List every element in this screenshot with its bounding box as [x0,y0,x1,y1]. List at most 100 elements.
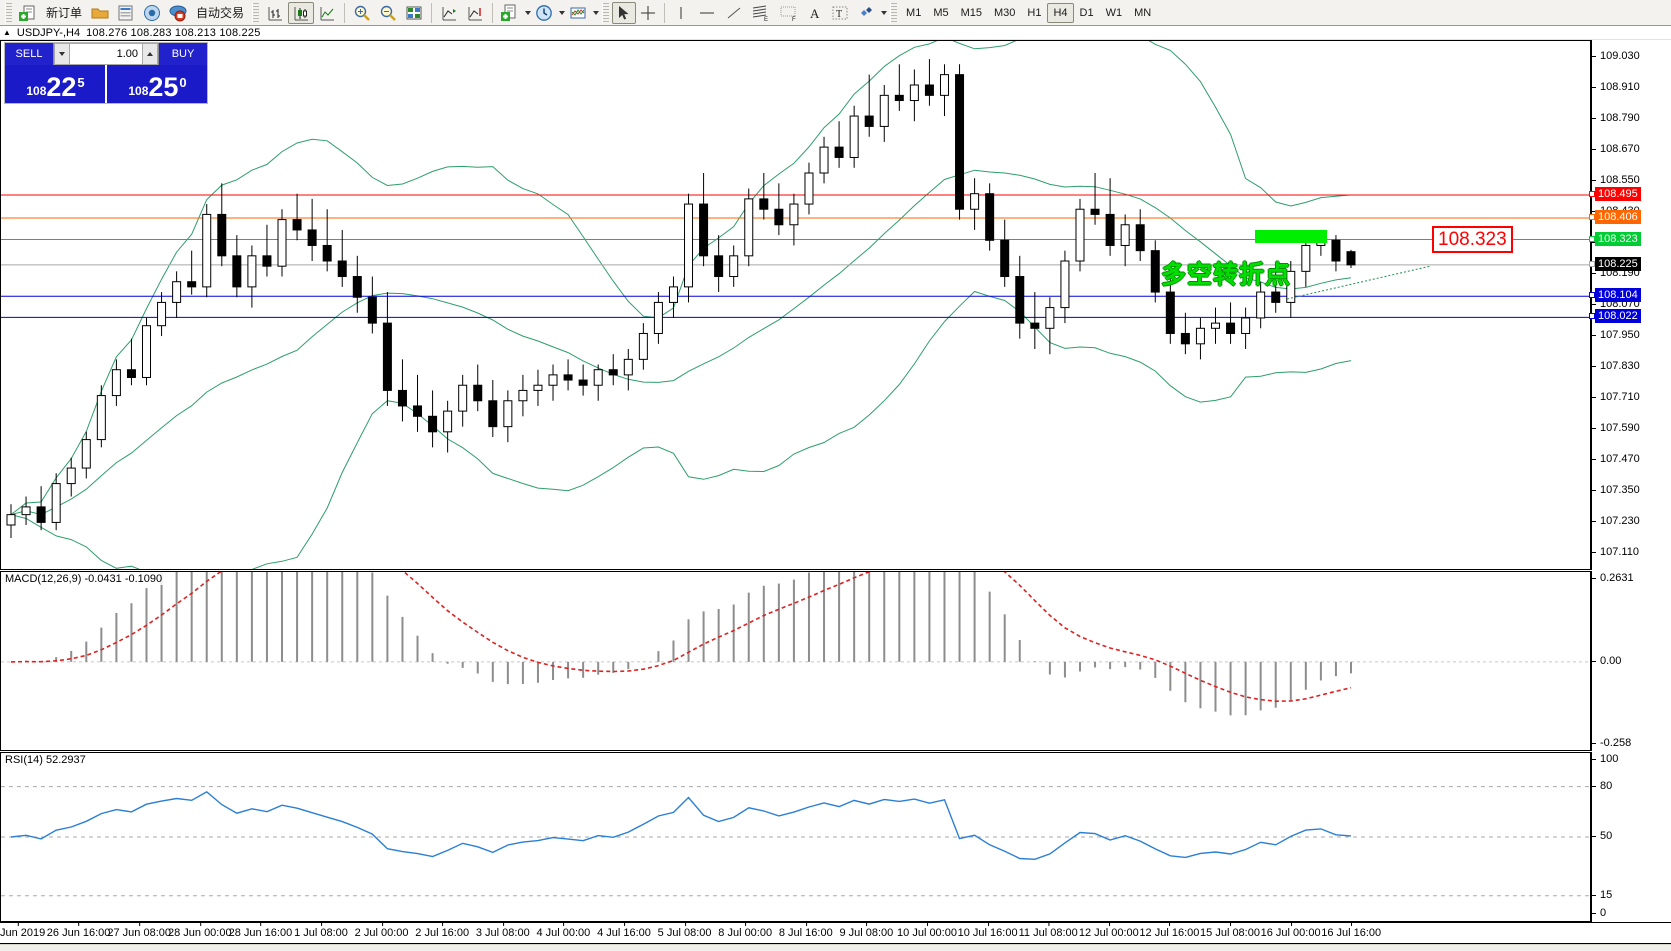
new-chart-icon[interactable] [497,2,523,24]
time-tick-label: 4 Jul 16:00 [597,922,651,939]
horizontal-line-icon[interactable] [693,2,721,24]
macd-axis[interactable]: 0.2631 0.00 -0.258 [1591,571,1671,751]
rsi-label: RSI(14) 52.2937 [4,754,87,766]
fibo-icon[interactable]: E [747,2,775,24]
timeframe-h4[interactable]: H4 [1047,2,1074,23]
timeframe-mn[interactable]: MN [1134,6,1152,19]
price-level-handle[interactable] [1589,260,1595,267]
new-order-icon[interactable] [15,2,41,24]
trendline-icon[interactable] [721,2,747,24]
profiles-icon[interactable] [87,2,113,24]
timeframe-h1[interactable]: H1 [1027,6,1042,19]
price-level-handle[interactable] [1589,235,1595,242]
toolbar-grip-3[interactable] [602,2,610,23]
vertical-line-icon[interactable] [669,2,693,24]
price-chart-pane[interactable]: 多空转折点 108.323 [0,40,1591,570]
time-tick-label: 10 Jul 16:00 [957,922,1018,939]
price-level-handle[interactable] [1589,313,1595,320]
buy-button[interactable]: BUY [159,43,207,65]
price-level-tag[interactable]: 108.406 [1595,210,1641,225]
price-level-tag[interactable]: 108.104 [1595,288,1641,303]
zoom-out-icon[interactable] [375,2,401,24]
symbol-info-line: ▲ USDJPY-,H4 108.276 108.283 108.213 108… [0,26,1671,40]
macd-chart-svg [1,572,1590,716]
time-tick-label: 10 Jul 00:00 [897,922,957,939]
zoom-in-icon[interactable] [349,2,375,24]
price-level-tag[interactable]: 108.225 [1595,256,1641,271]
rsi-tick: 80 [1592,780,1612,792]
sell-price[interactable]: 108 22 5 [5,65,105,103]
time-tick-label: 11 Jul 08:00 [1018,922,1078,939]
new-chart-dropdown-caret[interactable] [525,10,532,15]
chart-text-annotation[interactable]: 多空转折点 [1161,260,1292,289]
navigator-icon[interactable] [139,2,165,24]
sell-price-pips: 22 [46,72,77,102]
price-level-handle[interactable] [1589,191,1595,197]
price-tick: 107.470 [1592,453,1640,465]
volume-increment-button[interactable] [142,43,158,65]
time-tick-label: 4 Jul 00:00 [536,922,591,939]
time-tick-label: 26 Jun 16:00 [46,922,111,939]
timeframe-w1[interactable]: W1 [1105,6,1123,19]
line-chart-icon[interactable] [314,2,340,24]
collapse-arrow-icon[interactable]: ▲ [3,28,11,37]
bar-chart-icon[interactable] [262,2,288,24]
highlight-box [1254,229,1327,243]
price-level-handle[interactable] [1589,292,1595,299]
shapes-icon[interactable] [853,2,879,24]
period-clock-icon[interactable] [531,2,557,24]
period-dropdown-caret[interactable] [559,10,566,15]
rsi-axis[interactable]: 100 80 50 15 0 [1591,752,1671,922]
toolbar-grip[interactable] [5,2,12,23]
crosshair-icon[interactable] [636,2,660,24]
status-bar [0,944,1671,951]
volume-stepper[interactable]: 1.00 [53,43,159,65]
candlestick-chart-icon[interactable] [288,1,315,24]
market-watch-icon[interactable] [113,2,139,24]
indicators-dropdown-caret[interactable] [593,10,600,15]
timeframe-m5[interactable]: M5 [933,6,949,19]
time-tick-label: 8 Jul 16:00 [778,922,833,939]
auto-scroll-icon[interactable] [462,2,488,24]
volume-decrement-button[interactable] [54,43,70,65]
price-axis[interactable]: 109.030108.910108.790108.670108.550108.4… [1589,40,1671,570]
macd-tick: 0.2631 [1592,572,1634,584]
sell-button[interactable]: SELL [5,43,53,65]
cursor-icon[interactable] [612,1,637,24]
rsi-tick: 0 [1592,907,1606,919]
shift-end-icon[interactable] [436,2,462,24]
time-tick-label: 16 Jul 00:00 [1260,922,1321,939]
autotrading-icon[interactable] [165,2,191,24]
volume-input[interactable]: 1.00 [70,43,142,65]
channel-icon[interactable]: F [775,2,803,24]
price-level-tag[interactable]: 108.323 [1595,231,1641,246]
buy-price[interactable]: 108 25 0 [105,65,207,103]
text-icon[interactable]: A [803,2,827,24]
indicators-icon[interactable] [565,2,591,24]
shapes-dropdown-caret[interactable] [881,10,888,15]
timeframe-d1[interactable]: D1 [1079,6,1094,19]
timeframe-m1[interactable]: M1 [906,6,922,19]
price-level-handle[interactable] [1589,214,1595,221]
oct-top-row: SELL 1.00 BUY [5,43,207,65]
sell-price-big-figure: 108 [26,84,47,98]
symbol-ohlc: 108.276 108.283 108.213 108.225 [86,26,261,39]
rsi-tick: 100 [1592,753,1618,765]
current-price-flag: 108.323 [1432,225,1513,253]
toolbar-separator-1 [344,2,346,23]
macd-pane[interactable]: MACD(12,26,9) -0.0431 -0.1090 [0,571,1591,751]
new-order-button[interactable]: 新订单 [46,6,83,20]
rsi-pane[interactable]: RSI(14) 52.2937 [0,752,1591,922]
grid-icon[interactable] [401,2,427,24]
time-tick-label: 2 Jul 00:00 [354,922,409,939]
toolbar-separator-4 [664,2,666,23]
price-level-tag[interactable]: 108.495 [1595,187,1641,201]
autotrading-button[interactable]: 自动交易 [196,6,245,20]
toolbar-grip-4[interactable] [890,2,898,23]
price-level-tag[interactable]: 108.022 [1595,309,1641,324]
toolbar-grip-2[interactable] [252,2,260,23]
timeframe-m15[interactable]: M15 [960,6,982,19]
timeframe-m30[interactable]: M30 [994,6,1016,19]
text-label-icon[interactable]: T [827,2,853,24]
